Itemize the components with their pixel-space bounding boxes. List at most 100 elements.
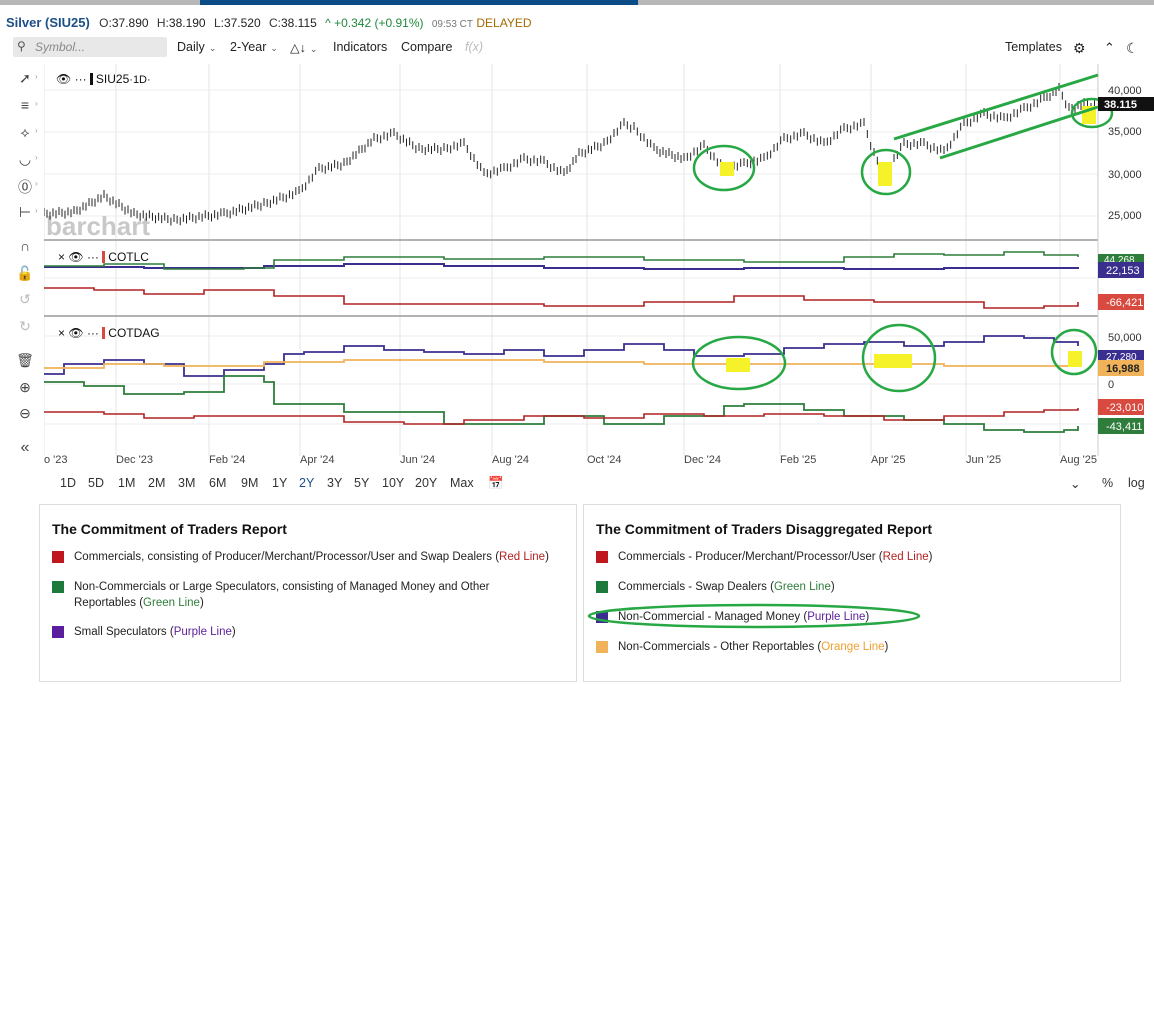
range-button-6m[interactable]: 6M — [209, 476, 227, 490]
range-button-1m[interactable]: 1M — [118, 476, 136, 490]
cotdag-purple-value: 27,280 — [1106, 352, 1137, 363]
cotdag-red-line — [44, 408, 1079, 425]
compare-button[interactable]: Compare — [401, 40, 453, 54]
annotation-circle — [860, 148, 912, 196]
gear-icon[interactable]: ⚙ — [1073, 40, 1086, 56]
range-button-9m[interactable]: 9M — [241, 476, 259, 490]
cotdag-purple-badge — [1098, 350, 1144, 361]
line-tool-icon[interactable]: ➚ › — [19, 70, 38, 86]
price-tick: 40,000 — [1108, 85, 1142, 97]
range-button-2y[interactable]: 2Y — [299, 476, 315, 490]
range-dropdown[interactable]: 2-Year ⌄ — [230, 40, 278, 54]
cotlc-series-name: COTLC — [108, 250, 149, 264]
time-tick: Feb '24 — [209, 454, 245, 466]
more-icon[interactable]: ··· — [74, 72, 87, 86]
fib-tool-icon[interactable]: ≡ › — [20, 97, 38, 113]
price-tick: 35,000 — [1108, 126, 1142, 138]
legend-title: The Commitment of Traders Disaggregated … — [596, 521, 933, 537]
templates-button[interactable]: Templates — [1005, 40, 1062, 54]
indicators-button[interactable]: Indicators — [333, 40, 388, 54]
range-button-10y[interactable]: 10Y — [382, 476, 405, 490]
time-tick: Aug '24 — [492, 454, 529, 466]
range-button-5d[interactable]: 5D — [88, 476, 104, 490]
last-price-badge — [1098, 97, 1154, 111]
annotation-circle — [692, 144, 756, 192]
shape-tool-icon[interactable]: ⟡ › — [20, 124, 38, 140]
time-tick: Feb '25 — [780, 454, 816, 466]
symbol-search[interactable]: ⚲ Symbol... — [13, 37, 167, 57]
annotation-circle — [691, 335, 787, 391]
cotlc-green-value: 44,268 — [1104, 255, 1135, 266]
range-button-5y[interactable]: 5Y — [354, 476, 370, 490]
price-bars — [44, 83, 1095, 226]
eye-icon[interactable]: 👁 — [68, 326, 84, 340]
low-label: L: — [213, 16, 224, 30]
time-tick: Dec '24 — [684, 454, 721, 466]
range-button-1d[interactable]: 1D — [60, 476, 76, 490]
close-value: 38.115 — [281, 16, 317, 30]
cotdag-axis: 50,000 0 27,280 16,988 -23,010 -43,411 — [1098, 332, 1144, 434]
delayed-badge: DELAYED — [476, 16, 532, 30]
eye-icon[interactable]: 👁 — [56, 72, 72, 86]
range-button-20y[interactable]: 20Y — [415, 476, 438, 490]
collapse-icon[interactable]: ⌃ — [1104, 40, 1115, 55]
measure-tool-icon[interactable]: ⊢ › — [18, 204, 38, 220]
lock-icon[interactable]: 🔓 — [16, 265, 34, 281]
range-button-max[interactable]: Max — [450, 476, 474, 490]
loading-bar-progress — [200, 0, 638, 5]
range-selector: 1D 5D 1M 2M 3M 6M 9M 1Y 2Y 3Y 5Y 10Y 20Y Max 📅 ⌄ % log — [44, 476, 1154, 494]
chart-canvas[interactable]: barchart 40,000 35,000 30,000 25,000 — [44, 64, 1154, 474]
range-button-1y[interactable]: 1Y — [272, 476, 288, 490]
chart-type-dropdown[interactable]: △↓ ⌄ — [290, 40, 317, 55]
trash-icon[interactable]: 🗑 — [16, 352, 34, 368]
text-tool-icon[interactable]: ⓪ › — [18, 179, 38, 195]
redo-icon[interactable]: ↻ — [19, 318, 31, 334]
legend-swatch — [596, 641, 608, 653]
brush-tool-icon[interactable]: ◡ › — [18, 151, 38, 167]
zoom-out-icon[interactable]: ⊖ — [19, 405, 31, 421]
percent-toggle[interactable]: % — [1102, 476, 1114, 490]
chart-toolbar: ⚲ Symbol... Daily ⌄ 2-Year ⌄ △↓ ⌄ Indicator… — [0, 36, 1154, 60]
magnet-icon[interactable]: ∩ — [19, 238, 31, 254]
more-icon[interactable]: ··· — [86, 250, 99, 264]
cotdag-orange-value: 16,988 — [1106, 363, 1140, 375]
more-icon[interactable]: ··· — [86, 326, 99, 340]
cotlc-purple-badge — [1098, 262, 1144, 278]
series-color-marker — [102, 327, 106, 339]
cotlc-red-value: -66,421 — [1106, 297, 1143, 309]
close-icon[interactable]: × — [58, 250, 66, 264]
close-icon[interactable]: × — [58, 326, 66, 340]
last-price-value: 38.115 — [1104, 99, 1137, 111]
cotlc-green-badge — [1098, 254, 1144, 264]
legend-swatch — [52, 551, 64, 563]
chart-area[interactable]: barchart 40,000 35,000 30,000 25,000 — [44, 64, 1154, 474]
close-label: C: — [269, 16, 281, 30]
cotlc-axis: 44,268 22,153 -66,421 — [1098, 254, 1144, 310]
quote-time: 09:53 CT — [431, 19, 474, 30]
cotdag-tick: 50,000 — [1108, 332, 1142, 344]
dark-mode-icon[interactable]: ☾ — [1126, 40, 1139, 56]
collapse-sidebar-icon[interactable]: « — [20, 439, 30, 456]
cot-legend: The Commitment of Traders Report Commerc… — [39, 504, 577, 682]
price-axis: 40,000 35,000 30,000 25,000 38.115 — [1098, 85, 1154, 222]
eye-icon[interactable]: 👁 — [68, 250, 84, 264]
cotdag-green-value: -43,411 — [1106, 421, 1143, 433]
search-input[interactable]: Symbol... — [35, 40, 86, 54]
interval-dropdown[interactable]: Daily ⌄ — [177, 40, 216, 54]
highlight-marker — [720, 162, 734, 176]
annotation-circle — [1070, 97, 1114, 129]
range-label: 2-Year — [230, 40, 267, 54]
range-button-3m[interactable]: 3M — [178, 476, 196, 490]
undo-icon[interactable]: ↺ — [19, 291, 31, 307]
range-button-2m[interactable]: 2M — [148, 476, 166, 490]
open-label: O: — [99, 16, 112, 30]
zoom-in-icon[interactable]: ⊕ — [19, 379, 31, 395]
symbol-name[interactable]: Silver (SIU25) — [6, 15, 90, 30]
cotdag-purple-line — [44, 335, 1079, 377]
chevrons-down-icon[interactable]: ⌄ — [1070, 477, 1081, 491]
range-button-3y[interactable]: 3Y — [327, 476, 343, 490]
highlight-marker — [1068, 351, 1082, 367]
fx-button[interactable]: f(x) — [465, 40, 484, 54]
calendar-icon[interactable]: 📅 — [488, 476, 504, 490]
log-toggle[interactable]: log — [1128, 476, 1145, 490]
